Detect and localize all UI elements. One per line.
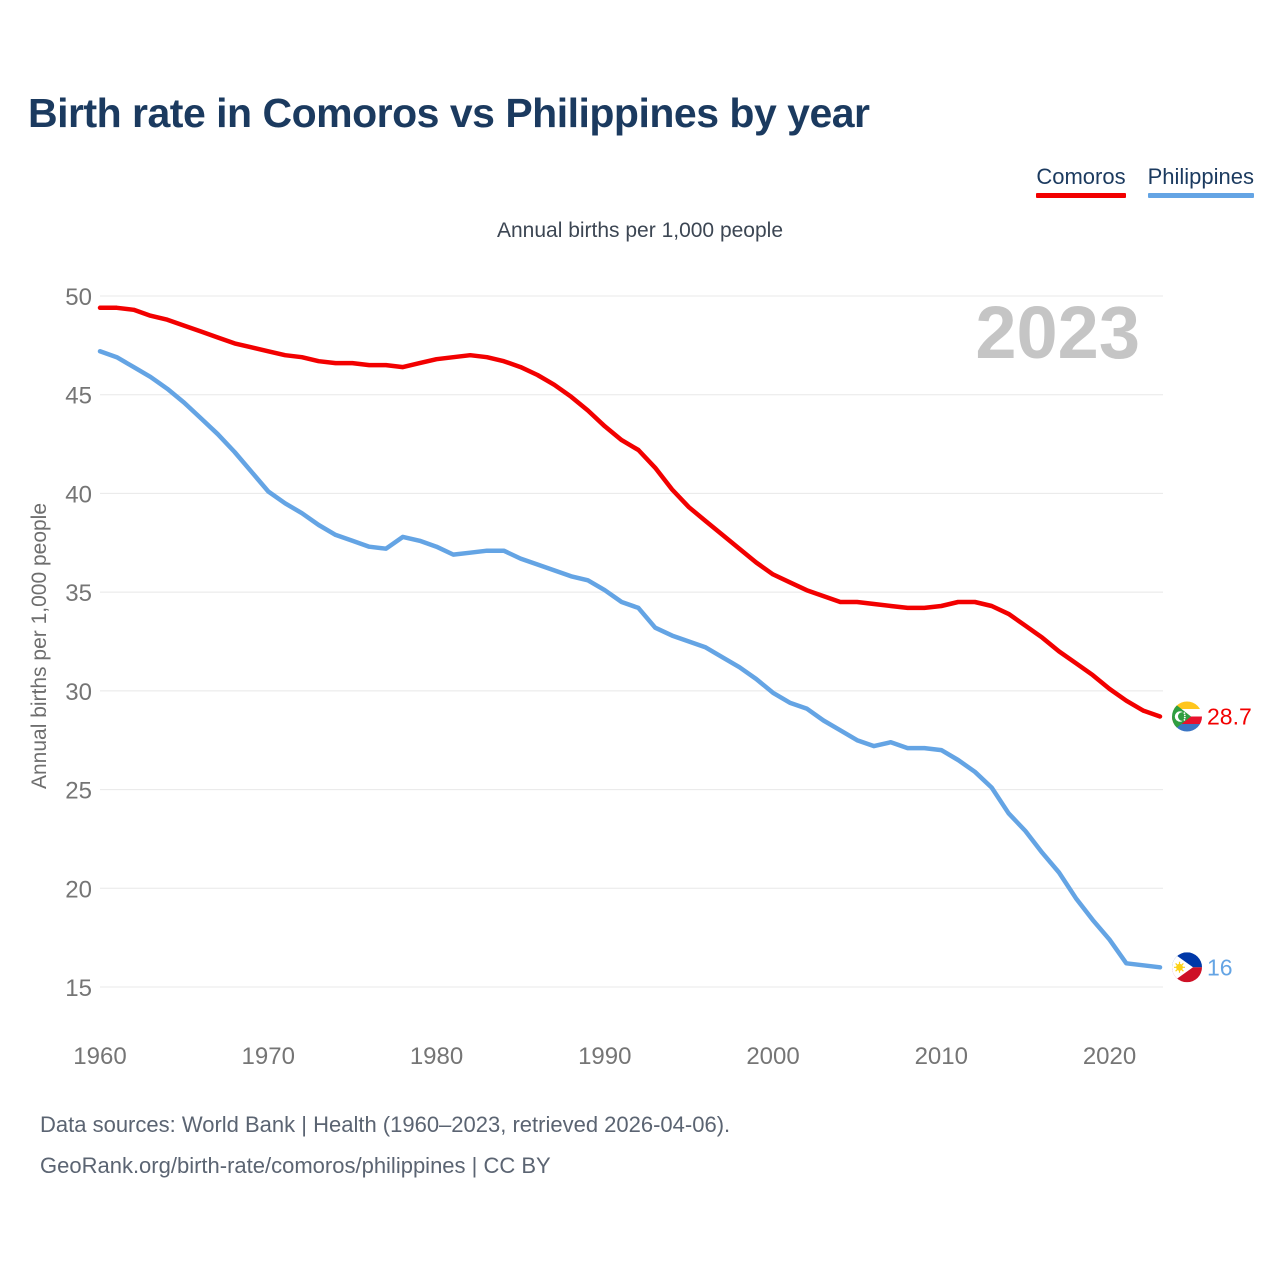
chart-subtitle: Annual births per 1,000 people bbox=[496, 219, 784, 242]
y-tick-label-40: 40 bbox=[65, 481, 92, 508]
x-tick-label-1990: 1990 bbox=[578, 1043, 631, 1070]
y-axis-labels: 15 20 25 30 35 40 45 50 bbox=[65, 284, 92, 1002]
y-tick-label-45: 45 bbox=[65, 383, 92, 410]
y-tick-label-15: 15 bbox=[65, 975, 92, 1002]
legend-label-philippines: Philippines bbox=[1147, 164, 1254, 189]
data-sources-line: Data sources: World Bank | Health (1960–… bbox=[40, 1112, 731, 1137]
footer: Data sources: World Bank | Health (1960–… bbox=[40, 1104, 730, 1186]
legend-color-bar-comoros bbox=[1036, 193, 1126, 199]
legend-label-comoros: Comoros bbox=[1036, 164, 1126, 189]
attribution-line: GeoRank.org/birth-rate/comoros/philippin… bbox=[40, 1153, 551, 1178]
y-tick-label-50: 50 bbox=[65, 284, 92, 311]
page-title: Birth rate in Comoros vs Philippines by … bbox=[28, 90, 870, 136]
x-tick-label-2020: 2020 bbox=[1083, 1043, 1136, 1070]
y-axis-title: Annual births per 1,000 people bbox=[28, 503, 51, 789]
y-tick-label-35: 35 bbox=[65, 580, 92, 607]
legend-color-bar-philippines bbox=[1147, 193, 1254, 199]
y-tick-label-20: 20 bbox=[65, 876, 92, 903]
philippines-line bbox=[97, 349, 1163, 970]
x-tick-label-1980: 1980 bbox=[410, 1043, 463, 1070]
philippines-end-value: 16 bbox=[1207, 954, 1233, 980]
legend: Comoros Philippines bbox=[1036, 164, 1254, 199]
watermark-year: 2023 bbox=[975, 291, 1140, 374]
gridlines bbox=[100, 295, 1163, 988]
y-tick-label-25: 25 bbox=[65, 778, 92, 805]
comoros-flag-icon bbox=[1172, 701, 1202, 732]
x-axis-labels: 1960 1970 1980 1990 2000 2010 2020 bbox=[73, 1043, 1136, 1070]
x-tick-label-1970: 1970 bbox=[242, 1043, 295, 1070]
x-tick-label-1960: 1960 bbox=[73, 1043, 126, 1070]
legend-item-comoros[interactable]: Comoros bbox=[1036, 164, 1126, 199]
comoros-end-value: 28.7 bbox=[1207, 704, 1252, 730]
y-tick-label-30: 30 bbox=[65, 679, 92, 706]
comoros-line bbox=[97, 305, 1163, 719]
legend-item-philippines[interactable]: Philippines bbox=[1147, 164, 1254, 199]
philippines-flag-icon bbox=[1172, 952, 1202, 983]
x-tick-label-2010: 2010 bbox=[915, 1043, 968, 1070]
x-tick-label-2000: 2000 bbox=[746, 1043, 799, 1070]
